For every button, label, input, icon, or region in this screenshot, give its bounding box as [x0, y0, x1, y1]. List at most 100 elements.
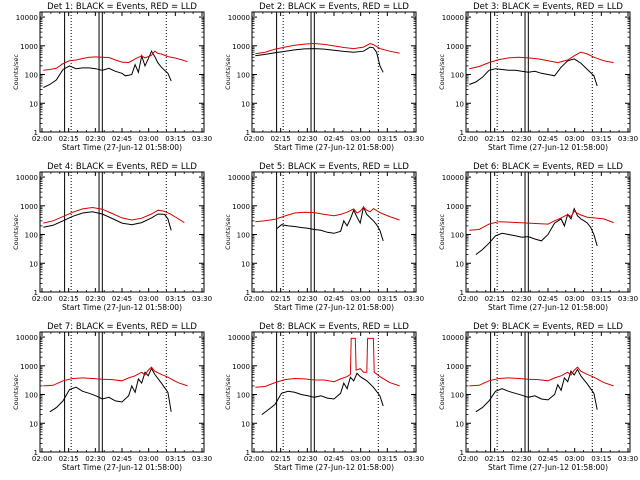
y-tick-label: 100: [451, 72, 464, 80]
x-tick-label: 03:30: [404, 455, 424, 463]
x-tick-label: 02:45: [324, 295, 344, 303]
series-lld-line: [43, 366, 188, 387]
x-axis-label: Start Time (27-Jun-12 01:58:00): [488, 463, 608, 472]
y-tick-label: 10: [241, 100, 250, 108]
x-tick-label: 02:00: [244, 455, 264, 463]
y-tick-label: 1: [246, 449, 250, 457]
x-tick-label: 03:00: [565, 455, 585, 463]
y-tick-label: 1: [460, 129, 464, 137]
y-tick-label: 1: [460, 449, 464, 457]
y-tick-label: 100: [25, 392, 38, 400]
y-tick-label: 100: [237, 392, 250, 400]
y-tick-label: 1000: [20, 43, 38, 51]
x-tick-label: 03:30: [618, 295, 638, 303]
x-tick-label: 02:15: [271, 455, 291, 463]
x-tick-label: 03:15: [165, 455, 185, 463]
x-tick-label: 02:00: [458, 135, 478, 143]
y-tick-label: 1000: [232, 43, 250, 51]
y-tick-label: 10000: [16, 14, 38, 22]
panel-title: Det 1: BLACK = Events, RED = LLD: [47, 2, 197, 12]
y-tick-label: 1: [246, 129, 250, 137]
x-tick-label: 03:15: [591, 295, 611, 303]
x-tick-label: 02:45: [324, 455, 344, 463]
y-tick-label: 1: [34, 449, 38, 457]
x-tick-label: 03:00: [565, 135, 585, 143]
series-events-line: [43, 50, 172, 89]
x-tick-label: 02:00: [32, 455, 52, 463]
y-tick-label: 10: [455, 420, 464, 428]
x-tick-label: 02:15: [485, 295, 505, 303]
x-tick-label: 02:15: [59, 455, 79, 463]
x-axis-label: Start Time (27-Jun-12 01:58:00): [488, 143, 608, 152]
panel-det-1: Det 1: BLACK = Events, RED = LLD 1 10 100 10…: [12, 2, 212, 152]
x-tick-label: 02:30: [511, 295, 531, 303]
x-axis-label: Start Time (27-Jun-12 01:58:00): [62, 463, 182, 472]
series-events-line: [469, 58, 598, 87]
panel-det-4: Det 4: BLACK = Events, RED = LLD 1 10 100 10…: [12, 162, 212, 312]
panel-det-2: Det 2: BLACK = Events, RED = LLD 1 10 100 10…: [224, 2, 424, 152]
series-lld-line: [469, 51, 614, 70]
series-events-line: [276, 205, 384, 242]
series-lld-line: [43, 206, 185, 224]
panel-title: Det 4: BLACK = Events, RED = LLD: [47, 162, 197, 172]
x-tick-label: 02:30: [85, 455, 105, 463]
panel-det-7: Det 7: BLACK = Events, RED = LLD 1 10 100 10…: [12, 322, 212, 472]
x-tick-label: 03:15: [591, 455, 611, 463]
y-tick-label: 1000: [20, 363, 38, 371]
y-tick-label: 10: [29, 260, 38, 268]
x-tick-label: 02:45: [112, 455, 132, 463]
series-lld-line: [255, 42, 400, 55]
y-tick-label: 1000: [232, 203, 250, 211]
y-tick-label: 1000: [232, 363, 250, 371]
y-tick-label: 10000: [16, 174, 38, 182]
y-tick-label: 100: [25, 72, 38, 80]
y-axis-label: Counts/sec: [12, 214, 20, 250]
x-axis-label: Start Time (27-Jun-12 01:58:00): [274, 143, 394, 152]
x-tick-label: 02:45: [538, 455, 558, 463]
x-tick-label: 02:30: [85, 135, 105, 143]
x-tick-label: 03:30: [618, 455, 638, 463]
y-tick-label: 1: [460, 289, 464, 297]
x-tick-label: 03:30: [618, 135, 638, 143]
panel-det-5: Det 5: BLACK = Events, RED = LLD 1 10 100 10…: [224, 162, 424, 312]
y-tick-label: 10: [241, 420, 250, 428]
x-tick-label: 02:45: [324, 135, 344, 143]
y-tick-label: 10000: [16, 334, 38, 342]
y-tick-label: 10000: [228, 14, 250, 22]
y-tick-label: 10000: [442, 334, 464, 342]
x-tick-label: 03:30: [192, 295, 212, 303]
series-events-line: [475, 368, 598, 413]
y-tick-label: 10: [29, 100, 38, 108]
series-lld-line: [255, 337, 400, 388]
x-tick-label: 02:00: [32, 295, 52, 303]
panel-title: Det 2: BLACK = Events, RED = LLD: [259, 2, 409, 12]
x-tick-label: 02:30: [85, 295, 105, 303]
y-tick-label: 100: [237, 72, 250, 80]
x-axis-label: Start Time (27-Jun-12 01:58:00): [274, 463, 394, 472]
x-tick-label: 02:15: [59, 295, 79, 303]
y-axis-label: Counts/sec: [438, 214, 446, 250]
x-tick-label: 03:30: [192, 135, 212, 143]
series-lld-line: [469, 210, 614, 231]
series-events-line: [49, 367, 172, 413]
panel-title: Det 3: BLACK = Events, RED = LLD: [473, 2, 623, 12]
panel-det-6: Det 6: BLACK = Events, RED = LLD 1 10 100 10…: [438, 162, 638, 312]
series-events-line: [43, 211, 172, 231]
x-tick-label: 02:00: [244, 135, 264, 143]
x-axis-label: Start Time (27-Jun-12 01:58:00): [62, 143, 182, 152]
x-tick-label: 03:15: [591, 135, 611, 143]
y-tick-label: 1000: [446, 363, 464, 371]
y-tick-label: 10000: [442, 174, 464, 182]
y-tick-label: 100: [25, 232, 38, 240]
panel-title: Det 7: BLACK = Events, RED = LLD: [47, 322, 197, 332]
x-axis-label: Start Time (27-Jun-12 01:58:00): [488, 303, 608, 312]
x-tick-label: 02:45: [538, 295, 558, 303]
x-tick-label: 02:30: [297, 135, 317, 143]
x-tick-label: 02:45: [538, 135, 558, 143]
x-tick-label: 02:45: [112, 295, 132, 303]
y-axis-label: Counts/sec: [438, 54, 446, 90]
y-tick-label: 10: [455, 260, 464, 268]
x-tick-label: 02:00: [458, 455, 478, 463]
x-tick-label: 03:00: [351, 455, 371, 463]
